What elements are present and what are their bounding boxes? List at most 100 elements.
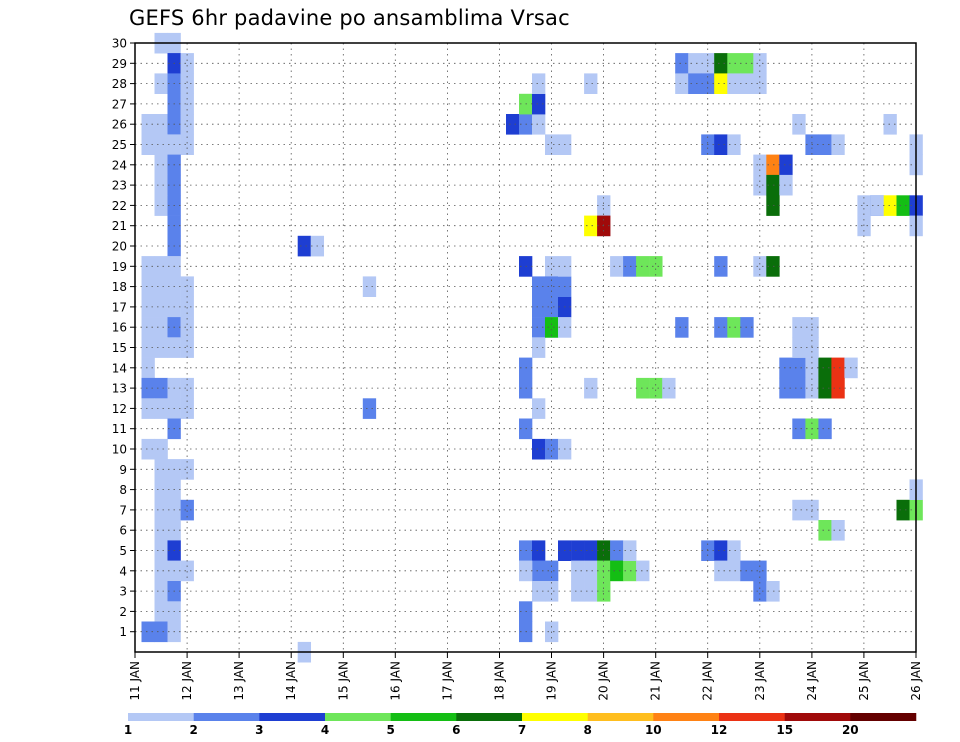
heatmap-cell (532, 93, 546, 115)
scale-label: 1 (124, 723, 132, 737)
heatmap-cell (688, 73, 702, 94)
x-tick-label: 15 JAN (336, 661, 350, 701)
x-tick-label: 20 JAN (597, 661, 611, 701)
y-tick-label: 7 (119, 503, 127, 517)
heatmap-cell (154, 134, 168, 155)
heatmap-cell (154, 114, 168, 135)
scale-swatch (587, 713, 654, 721)
heatmap-cell (545, 560, 559, 582)
heatmap-cell (675, 73, 689, 94)
heatmap-cell (180, 53, 194, 74)
heatmap-cell (818, 377, 832, 399)
heatmap-cell (154, 520, 168, 541)
heatmap-cell (154, 73, 168, 94)
heatmap-cell (857, 195, 871, 216)
heatmap-cell (297, 235, 312, 257)
heatmap-cell (584, 73, 598, 94)
y-tick-label: 24 (112, 158, 127, 172)
heatmap-cell (180, 337, 194, 358)
heatmap-cell (154, 581, 168, 602)
heatmap-cell (545, 134, 559, 155)
heatmap-cell (154, 540, 168, 561)
heatmap-cell (141, 337, 155, 358)
x-tick-label: 14 JAN (284, 661, 298, 701)
heatmap-cell (792, 337, 806, 358)
scale-label: 4 (321, 723, 329, 737)
heatmap-cell (766, 581, 780, 602)
heatmap-cell (883, 114, 897, 135)
heatmap-cell (362, 398, 377, 419)
heatmap-cell (141, 256, 155, 277)
heatmap-cell (818, 357, 832, 379)
heatmap-cell (154, 154, 168, 176)
x-tick-label: 18 JAN (493, 661, 507, 701)
heatmap-cell (714, 73, 728, 94)
heatmap-cell (532, 560, 546, 582)
heatmap-cell (883, 195, 897, 216)
heatmap-cell (831, 377, 845, 399)
heatmap-cell (675, 317, 689, 338)
heatmap-cell (154, 499, 168, 521)
y-tick-label: 16 (112, 321, 127, 335)
heatmap-cell (141, 377, 155, 399)
heatmap-cell (753, 174, 767, 196)
heatmap-cell (154, 296, 168, 318)
heatmap-cell (831, 357, 845, 379)
heatmap-cell (141, 296, 155, 318)
heatmap-cell (180, 398, 194, 419)
heatmap-cell (753, 53, 767, 74)
dotted-grid (135, 43, 916, 652)
heatmap-cell (532, 540, 546, 561)
y-tick-label: 3 (119, 585, 127, 599)
y-tick-label: 21 (112, 219, 127, 233)
heatmap-cell (766, 174, 780, 196)
y-tick-label: 14 (112, 361, 127, 375)
heatmap-cell (141, 276, 155, 297)
heatmap-cell (727, 134, 741, 155)
heatmap-cell (180, 276, 194, 297)
heatmap-cell (362, 276, 377, 297)
scale-label: 5 (387, 723, 395, 737)
x-tick-label: 13 JAN (232, 661, 246, 701)
scale-label: 12 (711, 723, 728, 737)
heatmap-cell (571, 581, 585, 602)
scale-swatch (325, 713, 391, 721)
heatmap-cell (154, 377, 168, 399)
heatmap-cell (636, 560, 650, 582)
heatmap-cell (714, 256, 728, 277)
heatmap-cell (141, 134, 155, 155)
x-tick-label: 21 JAN (649, 661, 663, 701)
heatmap-cell (141, 398, 155, 419)
heatmap-cell (766, 195, 780, 216)
heatmap-cell (141, 621, 155, 643)
heatmap-cell (180, 134, 194, 155)
heatmap-cell (180, 560, 194, 582)
heatmap-cell (532, 438, 546, 460)
heatmap-cell (870, 195, 884, 216)
scale-label: 2 (190, 723, 198, 737)
heatmap-cell (180, 317, 194, 338)
y-tick-label: 2 (119, 605, 127, 619)
y-tick-label: 9 (119, 463, 127, 477)
scale-label: 20 (842, 723, 859, 737)
heatmap-cell (154, 276, 168, 297)
heatmap-cell (831, 520, 845, 541)
heatmap-cell (818, 418, 832, 440)
y-tick-label: 18 (112, 280, 127, 294)
x-tick-label: 16 JAN (388, 661, 402, 701)
y-tick-label: 13 (112, 382, 127, 396)
heatmap-cell (180, 499, 194, 521)
x-tick-label: 25 JAN (857, 661, 871, 701)
scale-swatch (390, 713, 457, 721)
heatmap-cell (727, 73, 741, 94)
heatmap-cell (154, 621, 168, 643)
heatmap-cell (792, 377, 806, 399)
y-tick-label: 19 (112, 260, 127, 274)
heatmap-cell (154, 317, 168, 338)
heatmap-cell (154, 398, 168, 419)
heatmap-cell (571, 540, 585, 561)
heatmap-cell (545, 581, 559, 602)
heatmap-cell (154, 459, 168, 480)
heatmap-cell (141, 357, 155, 379)
y-tick-label: 11 (112, 422, 127, 436)
